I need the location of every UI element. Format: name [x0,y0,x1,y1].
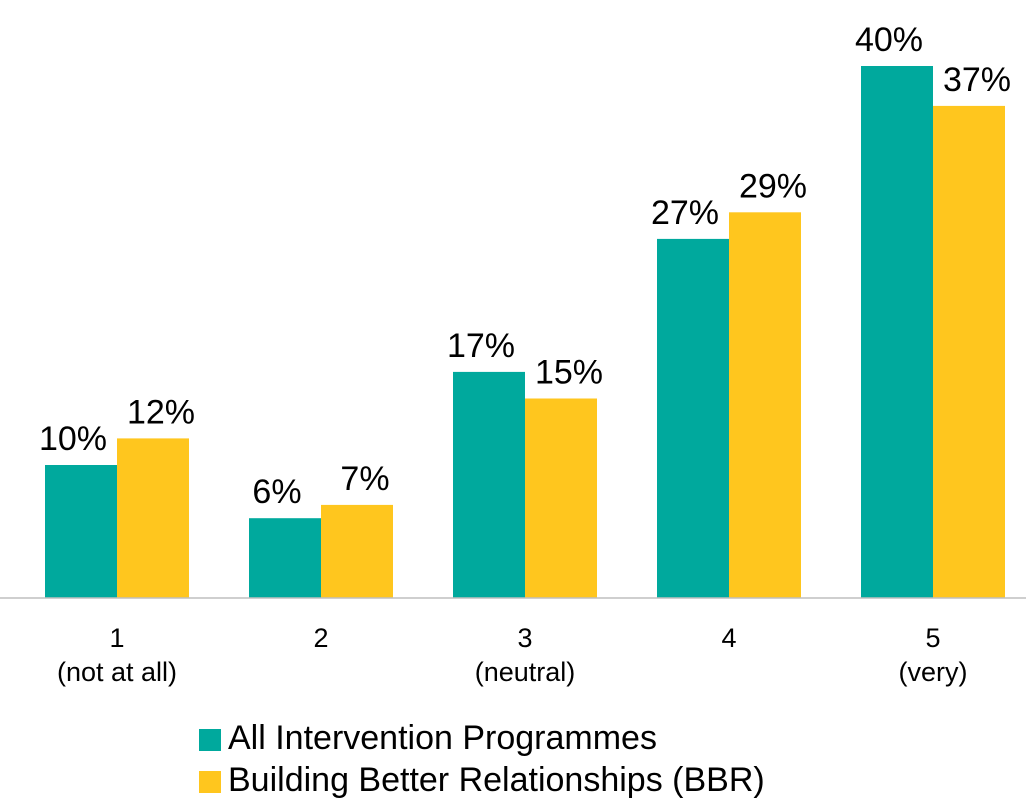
x-tick-label: 4 [721,623,736,653]
x-tick-label: 1 [109,623,124,653]
value-label: 7% [340,460,389,498]
x-tick-label: 3 [517,623,532,653]
value-label: 12% [127,393,195,431]
x-tick-label: (very) [899,657,968,687]
bar [45,465,117,598]
bar [453,371,525,598]
legend-label: Building Better Relationships (BBR) [228,761,765,799]
x-tick-label: (neutral) [475,657,576,687]
x-tick-label: 5 [925,623,940,653]
value-label: 29% [739,167,807,205]
bar [249,518,321,598]
value-label: 27% [651,194,719,232]
bar [657,238,729,598]
x-tick-label: 2 [313,623,328,653]
bar [321,504,393,598]
bar [861,66,933,598]
value-label: 40% [855,21,923,59]
value-label: 15% [535,353,603,391]
legend-swatch [199,729,221,751]
value-label: 10% [39,420,107,458]
value-label: 37% [943,61,1011,99]
bar [525,398,597,598]
bar [117,438,189,598]
value-label: 6% [252,473,301,511]
bar [729,212,801,599]
value-label: 17% [447,327,515,365]
legend-label: All Intervention Programmes [228,719,657,757]
x-tick-label: (not at all) [57,657,177,687]
legend-swatch [199,771,221,793]
bar [933,105,1005,599]
